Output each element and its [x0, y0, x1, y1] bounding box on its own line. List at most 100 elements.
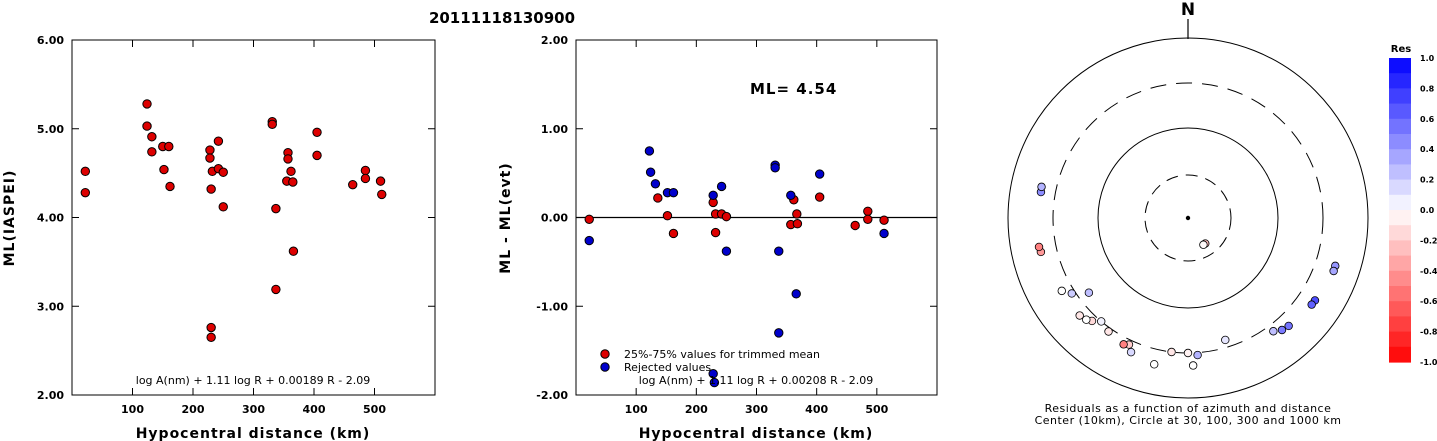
- colorbar-cell: [1389, 149, 1411, 165]
- station-point: [1307, 300, 1316, 309]
- station-point: [1119, 340, 1128, 349]
- colorbar-cell: [1389, 346, 1411, 363]
- data-point: [792, 219, 803, 229]
- y-axis-label: ML(IASPEI): [2, 170, 18, 267]
- y-tick-label: 6.00: [37, 34, 64, 47]
- data-point: [814, 169, 825, 179]
- data-point: [709, 377, 720, 388]
- data-point: [159, 164, 169, 175]
- colorbar-cells: [1389, 58, 1411, 363]
- data-point: [205, 145, 215, 155]
- colorbar-label: -0.8: [1420, 328, 1437, 337]
- data-point: [716, 181, 727, 192]
- data-points: [80, 99, 387, 343]
- polar-caption-1: Residuals as a function of azimuth and d…: [1045, 402, 1332, 415]
- data-point: [206, 332, 216, 343]
- y-tick-label: 4.00: [37, 212, 64, 225]
- data-point: [653, 193, 663, 203]
- data-point: [360, 165, 371, 176]
- y-tick-label: 2.00: [37, 389, 64, 402]
- ring-100km: [1097, 127, 1279, 309]
- colorbar-label: 0.2: [1420, 176, 1434, 185]
- colorbar-cell: [1389, 210, 1411, 226]
- data-point: [721, 211, 732, 222]
- data-point: [271, 284, 281, 295]
- formula-label: log A(nm) + 1.11 log R + 0.00189 R - 2.0…: [136, 374, 370, 387]
- data-point: [786, 190, 796, 201]
- data-point: [283, 154, 293, 164]
- colorbar-cell: [1389, 301, 1411, 317]
- residual-colorbar: Res 1.0 0.8 0.6 0.4 0.2 0.0 -0.2 -0.4 -0.6 -0.8 -1…: [1389, 44, 1437, 367]
- data-point: [267, 119, 277, 130]
- station-point: [1167, 347, 1176, 357]
- station-point: [1126, 347, 1136, 357]
- legend-red-label: 25%-75% values for trimmed mean: [624, 348, 820, 361]
- data-point: [584, 235, 594, 246]
- data-point: [814, 192, 825, 202]
- colorbar-label: 0.8: [1420, 84, 1435, 93]
- data-point: [644, 146, 655, 156]
- data-point: [879, 228, 889, 239]
- data-point: [721, 246, 732, 256]
- data-point: [206, 184, 216, 194]
- x-axis-label: Hypocentral distance (km): [136, 426, 371, 441]
- data-point: [774, 246, 784, 256]
- station-point: [1188, 361, 1198, 370]
- colorbar-cell: [1389, 286, 1411, 302]
- colorbar-cell: [1389, 103, 1411, 120]
- north-label: N: [1181, 0, 1195, 20]
- colorbar-cell: [1389, 73, 1411, 89]
- station-point: [1183, 348, 1193, 358]
- data-point: [584, 214, 594, 224]
- station-point: [1150, 360, 1159, 369]
- data-point: [213, 136, 224, 146]
- data-point: [348, 179, 358, 190]
- data-point: [165, 181, 175, 192]
- station-point: [1284, 321, 1293, 331]
- data-point: [645, 167, 656, 177]
- colorbar-label: -0.2: [1420, 236, 1437, 245]
- colorbar-cell: [1389, 225, 1411, 241]
- colorbar-cell: [1389, 88, 1411, 105]
- x-tick-label: 200: [182, 403, 205, 416]
- data-points: [584, 146, 889, 388]
- data-point: [164, 141, 174, 152]
- plot-frame: [71, 39, 436, 396]
- colorbar-cell: [1389, 179, 1411, 196]
- data-point: [80, 187, 91, 198]
- station-point: [1097, 317, 1106, 326]
- panel-ml-iaspei: 100 200 300 400 500 2.00 3.00 4.00 5.00 6.00 Hypo…: [2, 34, 436, 441]
- legend-blue-label: Rejected values: [624, 361, 711, 374]
- panel-ml-residual: 100 200 300 400 500 -2.00 -1.00 0.00 1.00 2.00 ML…: [498, 34, 938, 441]
- figure-title: 20111118130900: [429, 9, 575, 27]
- station-point: [1221, 335, 1230, 345]
- x-tick-label: 100: [625, 403, 648, 416]
- station-point: [1067, 289, 1076, 298]
- axis-ticks: 100 200 300 400 500 -2.00 -1.00 0.00 1.00 2.00: [536, 34, 937, 416]
- data-point: [770, 163, 780, 173]
- colorbar-cell: [1389, 255, 1411, 272]
- data-point: [863, 206, 873, 216]
- station-point: [1057, 286, 1066, 296]
- polar-caption-2: Center (10km), Circle at 30, 100, 300 an…: [1035, 414, 1342, 427]
- colorbar-cell: [1389, 194, 1411, 211]
- ml-annotation: ML= 4.54: [750, 80, 837, 98]
- data-point: [142, 121, 152, 131]
- y-tick-label: 2.00: [541, 34, 568, 47]
- x-axis-label: Hypocentral distance (km): [639, 426, 874, 441]
- y-tick-label: 0.00: [541, 212, 568, 225]
- station-points: [1034, 182, 1340, 370]
- data-point: [708, 190, 718, 201]
- data-point: [791, 289, 801, 299]
- colorbar-cell: [1389, 316, 1411, 333]
- colorbar-cell: [1389, 240, 1411, 257]
- x-tick-label: 100: [121, 403, 144, 416]
- station-point: [1075, 311, 1084, 320]
- station-point: [1269, 327, 1278, 336]
- data-point: [142, 99, 152, 109]
- data-point: [218, 167, 228, 177]
- data-point: [205, 153, 215, 163]
- colorbar-cell: [1389, 134, 1411, 150]
- data-point: [650, 179, 661, 189]
